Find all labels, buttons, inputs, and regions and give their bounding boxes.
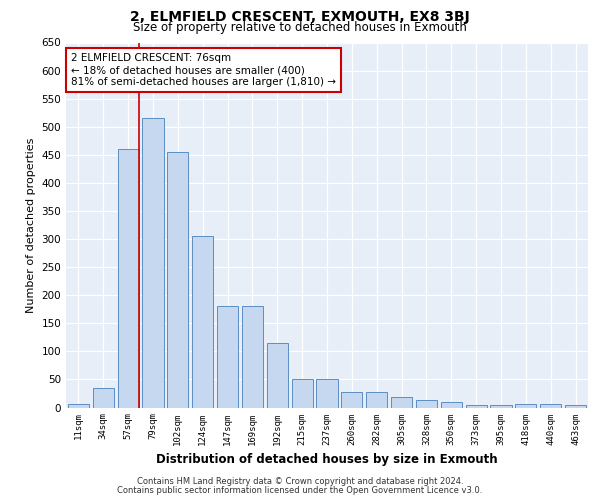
Bar [242, 306, 263, 408]
Bar [217, 306, 238, 408]
Bar [515, 404, 536, 407]
Bar [366, 392, 387, 407]
Bar [292, 380, 313, 407]
Text: Contains public sector information licensed under the Open Government Licence v3: Contains public sector information licen… [118, 486, 482, 495]
Bar [167, 152, 188, 407]
Bar [391, 398, 412, 407]
Text: 2, ELMFIELD CRESCENT, EXMOUTH, EX8 3BJ: 2, ELMFIELD CRESCENT, EXMOUTH, EX8 3BJ [130, 10, 470, 24]
Bar [490, 406, 512, 407]
Bar [316, 380, 338, 407]
Bar [441, 402, 462, 407]
Bar [416, 400, 437, 407]
X-axis label: Distribution of detached houses by size in Exmouth: Distribution of detached houses by size … [156, 453, 498, 466]
Text: Size of property relative to detached houses in Exmouth: Size of property relative to detached ho… [133, 21, 467, 34]
Bar [68, 404, 89, 407]
Y-axis label: Number of detached properties: Number of detached properties [26, 138, 36, 312]
Bar [565, 406, 586, 407]
Bar [93, 388, 114, 407]
Bar [192, 236, 213, 408]
Text: 2 ELMFIELD CRESCENT: 76sqm
← 18% of detached houses are smaller (400)
81% of sem: 2 ELMFIELD CRESCENT: 76sqm ← 18% of deta… [71, 54, 336, 86]
Bar [540, 404, 561, 407]
Text: Contains HM Land Registry data © Crown copyright and database right 2024.: Contains HM Land Registry data © Crown c… [137, 477, 463, 486]
Bar [118, 149, 139, 407]
Bar [341, 392, 362, 407]
Bar [466, 406, 487, 407]
Bar [142, 118, 164, 408]
Bar [267, 343, 288, 407]
